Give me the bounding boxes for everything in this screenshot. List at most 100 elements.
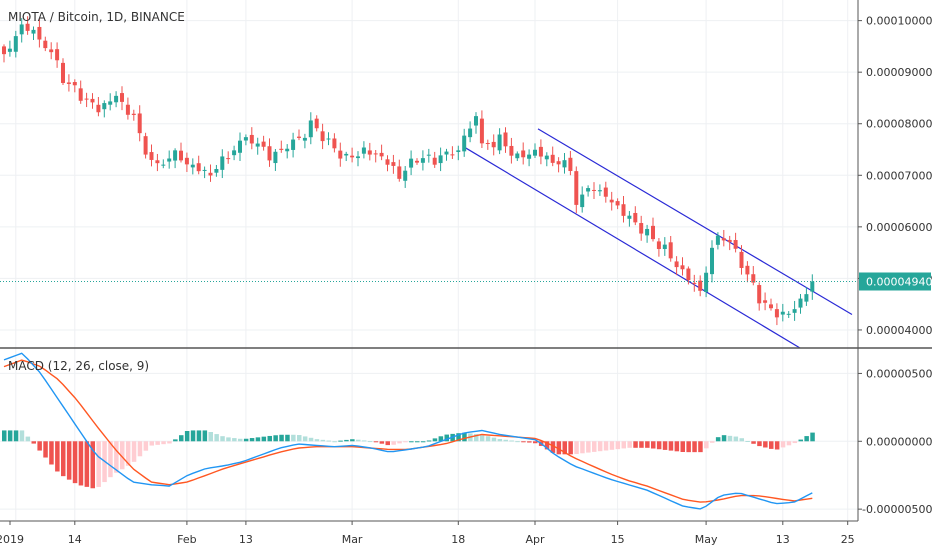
macd-histogram-bar (338, 440, 343, 442)
candle-body (49, 49, 54, 53)
candle-body (19, 24, 24, 35)
candle-body (137, 113, 142, 134)
candle-body (739, 251, 744, 268)
macd-histogram-bar (149, 441, 154, 446)
candle-body (202, 169, 207, 171)
macd-histogram-bar (438, 436, 444, 442)
macd-histogram-bar (344, 439, 349, 442)
macd-histogram-bar (739, 438, 744, 442)
macd-histogram-bar (350, 439, 355, 442)
current-price-tag: 0.00004940 (859, 272, 932, 291)
macd-histogram-bar (320, 439, 326, 442)
candle-body (597, 190, 602, 192)
time-tick-label: 14 (68, 533, 82, 546)
candle-body (574, 171, 579, 205)
macd-histogram-bar (403, 441, 408, 443)
candle-body (308, 120, 313, 138)
price-tick-label: 0.00007000 (866, 169, 932, 182)
macd-indicator-label[interactable]: MACD (12, 26, close, 9) (8, 359, 149, 373)
candle-body (680, 265, 685, 270)
candle-body (450, 154, 455, 156)
macd-histogram-bar (173, 439, 178, 442)
candle-body (267, 146, 272, 161)
candle-body (751, 274, 756, 283)
macd-histogram-bar (96, 441, 101, 487)
macd-scale[interactable]: 0.00000500 0.00000000 -0.00000500 (858, 367, 932, 516)
macd-histogram-bar (285, 434, 290, 442)
macd-histogram-bar (267, 435, 272, 442)
candle-body (2, 46, 6, 55)
time-scale[interactable]: 2019 14 Feb 13 Mar 18 Apr 15 May 13 25 (0, 521, 855, 546)
candle-body (627, 215, 632, 219)
macd-histogram-bar (61, 441, 66, 477)
macd-histogram-bar (190, 430, 196, 442)
macd-histogram-bar (214, 434, 219, 442)
candle-body (403, 170, 408, 181)
macd-histogram-bar (249, 438, 255, 442)
macd-histogram-bar (155, 441, 160, 445)
chart-title[interactable]: MIOTA / Bitcoin, 1D, BINANCE (8, 10, 185, 24)
candle-body (763, 300, 768, 303)
macd-histogram-bar (574, 441, 579, 454)
macd-histogram-bar (108, 441, 113, 478)
candle-body (556, 161, 561, 165)
macd-histogram-bar (562, 441, 567, 455)
candle-body (161, 164, 166, 166)
macd-histogram-bar (674, 441, 680, 452)
macd-histogram-bar (361, 440, 367, 442)
candle-body (90, 98, 95, 103)
candle-body (61, 62, 65, 83)
candle-body (391, 162, 396, 166)
price-tick-label: 0.00010000 (866, 15, 932, 28)
time-tick-label: 13 (239, 533, 253, 546)
macd-histogram-bar (615, 441, 621, 450)
candle-body (326, 138, 331, 140)
channel-lower-line (463, 146, 801, 349)
macd-histogram-bar (497, 439, 503, 442)
macd-histogram-bar (208, 431, 213, 442)
macd-histogram-bar (297, 435, 302, 442)
macd-histogram-bar (757, 441, 762, 447)
macd-histogram-bar (196, 430, 202, 442)
candle-body (72, 82, 77, 86)
candle-body (810, 281, 815, 292)
macd-histogram-bar (279, 434, 284, 442)
candle-body (261, 141, 266, 147)
candle-body (456, 150, 461, 152)
macd-histogram-bar (137, 441, 143, 457)
candle-body (155, 160, 160, 164)
candle-body (415, 160, 419, 163)
macd-histogram-bar (692, 441, 697, 453)
macd-histogram-bar (409, 441, 414, 443)
candle-body (25, 23, 30, 31)
macd-histogram-bar (491, 437, 497, 442)
candle-body (786, 313, 791, 315)
time-tick-label: May (695, 533, 718, 546)
macd-histogram-bar (202, 430, 208, 442)
candle-body (214, 169, 219, 173)
macd-histogram-bar (668, 441, 674, 451)
macd-histogram-bar (798, 439, 803, 442)
candle-body (7, 48, 12, 52)
macd-histogram-bar (291, 434, 296, 442)
candle-body (544, 155, 549, 160)
candle-body (780, 311, 785, 315)
candle-body (497, 134, 502, 151)
macd-histogram-bar (314, 439, 320, 442)
descending-channel[interactable] (463, 128, 853, 349)
candle-body (102, 103, 107, 110)
macd-histogram-bar (627, 441, 632, 448)
macd-histogram-bar (332, 441, 337, 443)
macd-histogram-bar (698, 441, 703, 453)
macd-histogram-bar (533, 441, 538, 444)
candle-body (426, 154, 431, 156)
macd-histogram-bar (397, 441, 402, 444)
candle-body (485, 143, 490, 145)
candle-body (350, 155, 355, 158)
macd-histogram-bar (391, 441, 396, 445)
candle-body (344, 153, 349, 156)
time-tick-label: 18 (451, 533, 465, 546)
macd-histogram-bar (751, 441, 756, 444)
candle-body (609, 199, 614, 203)
